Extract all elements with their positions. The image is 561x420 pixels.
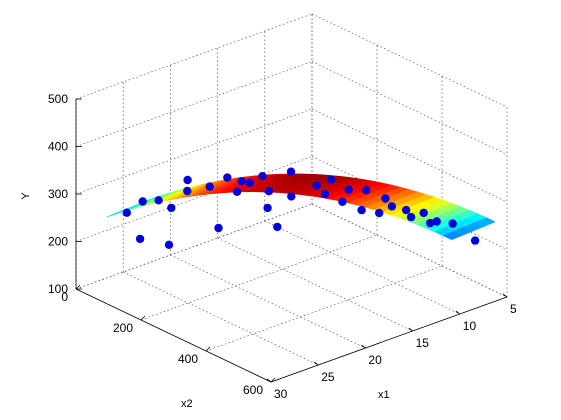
data-point [387, 202, 397, 211]
data-point [258, 172, 267, 181]
data-point [312, 181, 321, 190]
x1-tick-mark [313, 361, 319, 366]
z-tick-label: 500 [48, 92, 68, 106]
data-point [426, 218, 435, 228]
grid-line [217, 237, 413, 332]
data-point [223, 173, 232, 182]
grid-line [123, 271, 319, 366]
axis-line [75, 288, 272, 383]
x2-tick-mark [205, 346, 211, 352]
x1-tick-label: 20 [368, 353, 382, 367]
grid-line [205, 265, 443, 352]
grid-line [311, 108, 508, 203]
data-point [154, 196, 163, 205]
data-point [263, 203, 272, 213]
x1-tick-label: 25 [321, 370, 335, 384]
data-point [362, 186, 371, 195]
data-point [470, 236, 480, 245]
data-point [448, 219, 457, 228]
grid-line [311, 203, 508, 298]
data-point [135, 234, 145, 244]
grid-line [75, 203, 313, 290]
grid-line [311, 13, 508, 108]
data-point [264, 187, 274, 196]
axis-line [270, 296, 508, 383]
data-point [338, 197, 347, 206]
data-point [375, 208, 384, 218]
data-point [138, 197, 147, 206]
grid-line [311, 61, 508, 155]
data-point [164, 240, 174, 249]
surface-patch [474, 217, 496, 227]
x1-tick-mark [455, 310, 461, 315]
x2-tick-mark [140, 315, 146, 321]
z-tick-label: 100 [48, 282, 68, 296]
data-point [320, 189, 330, 199]
data-point [232, 187, 242, 196]
data-point [205, 182, 214, 191]
scatter-points [122, 167, 480, 249]
data-point [432, 217, 441, 226]
z-axis-label: Y [20, 192, 32, 200]
z-tick-label: 300 [48, 187, 68, 201]
z-tick-label: 200 [48, 235, 68, 249]
grid-line [75, 156, 313, 242]
tick-labels: 100 200 300 400 500 0 200 400 600 5 10 15 20 25 30 [48, 92, 517, 401]
data-point [326, 175, 336, 184]
x1-tick-mark [502, 293, 508, 298]
x2-tick-mark [270, 377, 276, 383]
data-point [167, 203, 176, 213]
data-point [183, 175, 192, 185]
x1-tick-label: 5 [510, 302, 517, 316]
x1-axis-label: x1 [378, 389, 390, 401]
data-point [357, 205, 366, 215]
grid-line [264, 220, 460, 315]
fitted-surface [106, 173, 496, 241]
data-point [406, 212, 416, 222]
data-point [287, 192, 296, 201]
z-tick-label: 400 [48, 140, 68, 154]
grid-line [140, 234, 378, 321]
x2-tick-label: 0 [61, 290, 68, 304]
x2-tick-label: 200 [113, 321, 133, 335]
data-point [381, 194, 390, 203]
data-point [183, 186, 192, 196]
data-point [273, 222, 282, 232]
x1-tick-label: 30 [274, 387, 288, 401]
x1-tick-mark [361, 344, 366, 349]
data-point [122, 208, 131, 217]
x2-tick-label: 400 [178, 352, 198, 366]
data-point [245, 178, 254, 187]
data-point [419, 208, 428, 218]
grid-line [75, 61, 313, 147]
axes-box [75, 98, 508, 383]
x1-tick-label: 15 [416, 336, 430, 350]
grid-line [170, 254, 366, 349]
x1-tick-label: 10 [463, 319, 477, 333]
data-point [344, 185, 353, 194]
data-point [237, 177, 246, 186]
x1-tick-mark [266, 378, 272, 383]
grid-line [75, 13, 313, 100]
data-point [214, 223, 223, 233]
grid-line [75, 108, 313, 195]
x1-tick-mark [408, 327, 413, 332]
data-point [402, 205, 411, 215]
x2-tick-label: 600 [243, 383, 263, 397]
x2-axis-label: x2 [181, 398, 193, 410]
x2-tick-mark [75, 284, 81, 290]
data-point [286, 167, 296, 176]
